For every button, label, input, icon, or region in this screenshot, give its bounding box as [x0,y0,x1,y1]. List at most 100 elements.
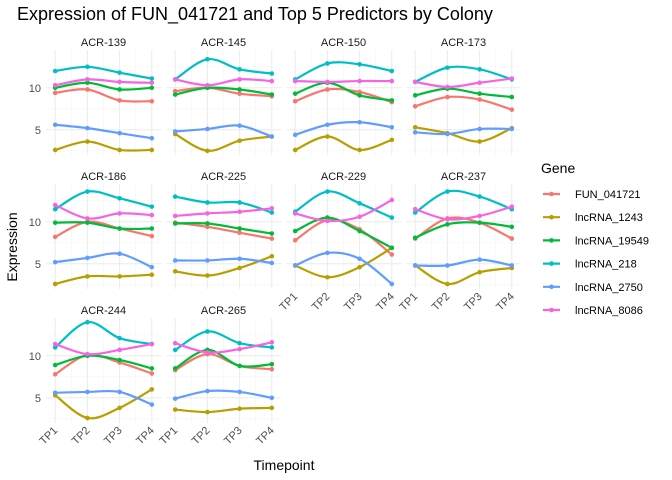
data-point-lncrna-1243 [172,269,178,274]
data-point-lncrna-218 [269,345,275,350]
series-line-lncrna-8086 [174,207,273,218]
series-line-lncrna-1243 [414,126,513,143]
series-line-lncrna-8086 [54,203,153,220]
data-point-lncrna-2750 [292,132,298,138]
series-line-lncrna-19549 [414,87,513,99]
series-line-lncrna-218 [54,321,153,349]
legend: Gene FUN_041721 lncRNA_1243 lncRNA_19549ln… [541,160,649,317]
data-point-lncrna-8086 [237,346,242,352]
facet-strip-label: ACR-173 [441,37,486,49]
series-line-fun-041721 [174,353,273,372]
data-point-lncrna-218 [205,329,210,334]
series-line-lncrna-2750 [294,121,393,136]
data-point-lncrna-2750 [52,390,58,396]
facet-panel-acr-229: ACR-229 TP1 TP2 TP3 TP4 [278,171,401,313]
data-point-lncrna-8086 [52,82,58,88]
data-point-lncrna-1243 [172,407,178,412]
series-line-lncrna-19549 [414,221,513,239]
data-point-lncrna-2750 [172,258,178,263]
facet-panel-acr-186: ACR-186 5 10 [29,171,161,289]
data-point-lncrna-218 [237,200,242,205]
data-point-fun-041721 [172,88,178,94]
data-point-lncrna-218 [172,194,178,199]
data-point-lncrna-1243 [149,387,155,392]
data-point-lncrna-1243 [149,272,155,278]
legend-key-point [549,284,554,290]
x-tick-label: TP1 [38,425,61,448]
series-line-lncrna-2750 [174,389,273,400]
series-line-fun-041721 [174,221,273,240]
facet-panel-acr-173: ACR-173 [406,37,521,155]
data-point-lncrna-2750 [445,131,450,137]
data-point-lncrna-19549 [445,222,450,227]
x-tick-label: TP4 [374,291,397,314]
series-line-lncrna-218 [174,195,273,214]
data-point-lncrna-2750 [117,130,122,136]
data-point-lncrna-2750 [149,402,155,407]
data-point-lncrna-8086 [85,216,90,221]
data-point-lncrna-2750 [269,260,275,266]
data-point-lncrna-2750 [172,129,178,134]
data-point-lncrna-19549 [172,221,178,226]
data-point-lncrna-218 [269,210,275,215]
x-tick-label: TP2 [190,425,213,448]
data-point-lncrna-218 [117,195,122,201]
x-tick-label: TP1 [158,425,181,448]
facet-strip-label: ACR-150 [321,37,366,49]
facet-strip-label: ACR-186 [81,171,126,183]
series-line-fun-041721 [54,88,153,103]
data-point-lncrna-19549 [389,245,395,251]
series-line-lncrna-19549 [54,354,153,370]
data-point-fun-041721 [85,87,90,92]
data-point-lncrna-2750 [412,130,418,135]
data-point-lncrna-8086 [149,212,155,218]
data-point-lncrna-19549 [52,362,58,368]
data-point-lncrna-1243 [389,137,395,143]
y-tick-label: 5 [35,259,41,271]
data-point-lncrna-8086 [412,206,418,212]
chart-title: Expression of FUN_041721 and Top 5 Predi… [17,4,493,25]
data-point-lncrna-2750 [269,395,275,401]
data-point-lncrna-218 [85,319,90,325]
data-point-lncrna-19549 [269,231,275,236]
data-point-lncrna-8086 [52,341,58,347]
data-point-lncrna-2750 [389,124,395,130]
data-point-lncrna-19549 [237,226,242,231]
data-point-lncrna-1243 [85,139,90,144]
series-line-lncrna-19549 [294,216,393,249]
series-line-lncrna-1243 [414,264,513,286]
data-point-lncrna-2750 [205,258,210,263]
data-point-fun-041721 [52,90,58,96]
data-point-lncrna-2750 [52,259,58,265]
data-point-lncrna-2750 [117,251,122,257]
data-point-lncrna-218 [237,67,242,72]
data-point-lncrna-218 [172,347,178,353]
data-point-lncrna-19549 [292,91,298,96]
data-point-lncrna-1243 [237,265,242,271]
data-point-lncrna-19549 [237,87,242,92]
series-line-lncrna-8086 [414,205,513,221]
data-point-lncrna-19549 [149,85,155,91]
data-point-lncrna-1243 [237,138,242,144]
data-point-lncrna-2750 [357,256,362,262]
series-line-lncrna-2750 [294,251,393,286]
series-line-lncrna-19549 [294,81,393,102]
data-point-lncrna-8086 [292,211,298,216]
data-point-lncrna-218 [237,340,242,346]
legend-item-lncrna-19549: lncRNA_19549 [543,235,649,247]
data-point-fun-041721 [477,97,482,102]
data-point-fun-041721 [509,107,515,112]
facet-panel-acr-145: ACR-145 [166,37,281,155]
data-point-lncrna-2750 [477,257,482,262]
data-point-lncrna-1243 [445,281,450,287]
data-point-lncrna-2750 [509,126,515,132]
data-point-lncrna-2750 [52,122,58,128]
facet-strip-label: ACR-237 [441,171,486,183]
data-point-lncrna-2750 [389,281,395,287]
data-point-fun-041721 [52,234,58,240]
legend-item-lncrna-8086: lncRNA_8086 [543,305,643,317]
data-point-lncrna-218 [389,68,395,74]
x-tick-label: TP3 [102,425,125,448]
data-point-lncrna-19549 [412,93,418,98]
legend-label: lncRNA_218 [575,259,637,271]
